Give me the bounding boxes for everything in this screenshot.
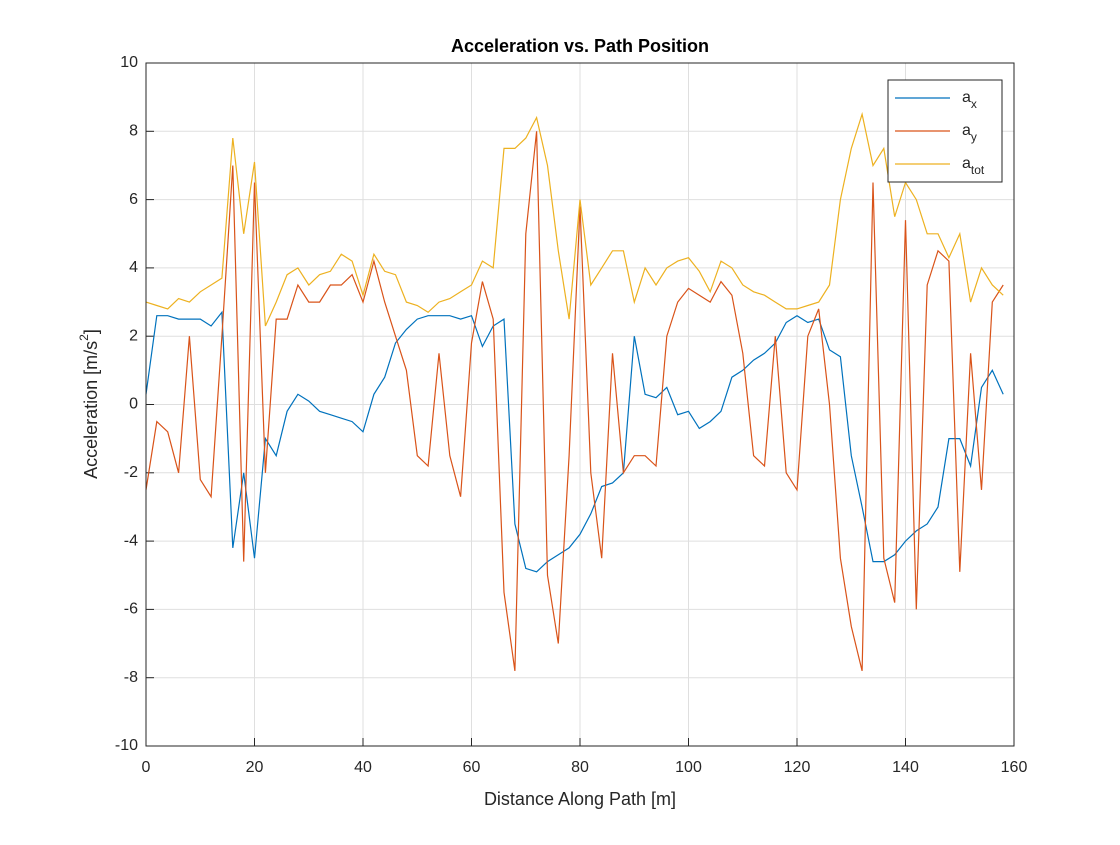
- x-tick-label: 140: [892, 759, 919, 776]
- series-line: [145, 131, 1004, 672]
- x-tick-label: 20: [246, 759, 264, 776]
- x-tick-label: 0: [142, 759, 151, 776]
- chart-title: Acceleration vs. Path Position: [451, 36, 709, 56]
- x-tick-label: 40: [354, 759, 372, 776]
- y-tick-label: -8: [124, 669, 138, 686]
- y-tick-label: 2: [129, 327, 138, 344]
- y-tick-label: 0: [129, 396, 138, 413]
- y-tick-label: -10: [115, 737, 138, 754]
- series-line: [145, 310, 1004, 573]
- x-axis-label: Distance Along Path [m]: [484, 789, 676, 809]
- y-tick-label: 4: [129, 259, 138, 276]
- y-tick-label: -4: [124, 532, 138, 549]
- y-tick-label: 10: [120, 54, 138, 71]
- y-tick-label: 6: [129, 191, 138, 208]
- x-tick-label: 80: [571, 759, 589, 776]
- x-tick-label: 120: [784, 759, 811, 776]
- y-axis-label: Acceleration [m/s2]: [77, 329, 101, 479]
- x-tick-label: 100: [675, 759, 702, 776]
- y-tick-label: -6: [124, 601, 138, 618]
- x-tick-label: 160: [1001, 759, 1028, 776]
- y-tick-label: 8: [129, 123, 138, 140]
- axes-box: [145, 62, 1015, 747]
- series-line: [145, 111, 1004, 327]
- x-tick-label: 60: [463, 759, 481, 776]
- y-tick-label: -2: [124, 464, 138, 481]
